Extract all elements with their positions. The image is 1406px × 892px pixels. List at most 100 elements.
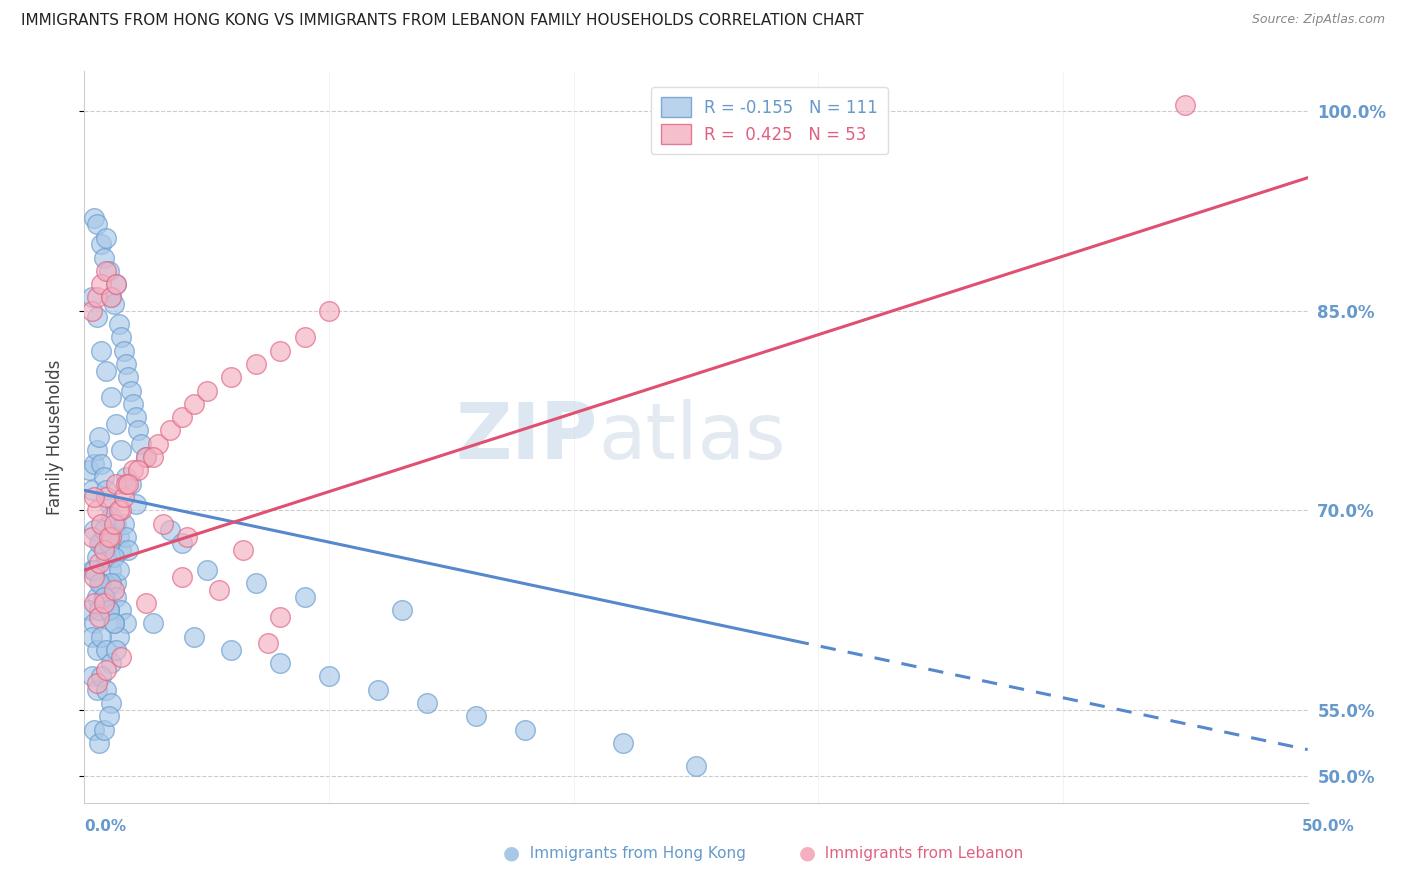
Point xyxy=(96,490,118,504)
Point xyxy=(103,516,125,531)
Point xyxy=(107,630,129,644)
Point xyxy=(87,736,110,750)
Point xyxy=(86,682,108,697)
Point xyxy=(685,758,707,772)
Point xyxy=(416,696,439,710)
Point xyxy=(183,397,205,411)
Point xyxy=(100,290,122,304)
Point xyxy=(93,251,115,265)
Text: Immigrants from Lebanon: Immigrants from Lebanon xyxy=(815,847,1024,861)
Point xyxy=(100,290,122,304)
Point xyxy=(103,523,125,537)
Point xyxy=(103,549,125,564)
Point xyxy=(105,277,128,292)
Point xyxy=(93,590,115,604)
Text: atlas: atlas xyxy=(598,399,786,475)
Point xyxy=(90,343,112,358)
Point xyxy=(103,616,125,631)
Point xyxy=(97,603,120,617)
Point xyxy=(135,450,157,464)
Point xyxy=(172,410,194,425)
Point xyxy=(115,616,138,631)
Point xyxy=(86,590,108,604)
Point xyxy=(391,603,413,617)
Text: Source: ZipAtlas.com: Source: ZipAtlas.com xyxy=(1251,13,1385,27)
Point xyxy=(90,457,112,471)
Point xyxy=(90,516,112,531)
Point xyxy=(1174,97,1197,112)
Point xyxy=(219,643,242,657)
Point xyxy=(83,457,105,471)
Point xyxy=(83,211,105,225)
Point xyxy=(117,543,139,558)
Point xyxy=(80,290,103,304)
Point xyxy=(105,516,128,531)
Text: ●: ● xyxy=(503,843,520,862)
Point xyxy=(245,576,267,591)
Point xyxy=(96,483,118,498)
Point xyxy=(86,549,108,564)
Point xyxy=(90,576,112,591)
Point xyxy=(96,643,118,657)
Point xyxy=(83,570,105,584)
Text: ZIP: ZIP xyxy=(456,399,598,475)
Text: 0.0%: 0.0% xyxy=(84,820,127,834)
Point xyxy=(115,470,138,484)
Point xyxy=(93,543,115,558)
Point xyxy=(105,576,128,591)
Point xyxy=(96,264,118,278)
Point xyxy=(97,536,120,550)
Point xyxy=(83,723,105,737)
Point xyxy=(90,277,112,292)
Text: ●: ● xyxy=(799,843,815,862)
Point xyxy=(80,669,103,683)
Point xyxy=(257,636,280,650)
Point xyxy=(269,656,291,670)
Point xyxy=(464,709,486,723)
Point xyxy=(86,290,108,304)
Point xyxy=(294,330,316,344)
Point xyxy=(86,643,108,657)
Point xyxy=(97,264,120,278)
Text: IMMIGRANTS FROM HONG KONG VS IMMIGRANTS FROM LEBANON FAMILY HOUSEHOLDS CORRELATI: IMMIGRANTS FROM HONG KONG VS IMMIGRANTS … xyxy=(21,13,863,29)
Point xyxy=(80,530,103,544)
Point xyxy=(97,497,120,511)
Point xyxy=(86,310,108,325)
Point xyxy=(115,530,138,544)
Point xyxy=(100,696,122,710)
Point xyxy=(97,530,120,544)
Point xyxy=(80,483,103,498)
Point xyxy=(105,417,128,431)
Point xyxy=(107,530,129,544)
Point xyxy=(93,596,115,610)
Point xyxy=(77,603,100,617)
Point xyxy=(86,676,108,690)
Point xyxy=(612,736,634,750)
Point xyxy=(97,709,120,723)
Point xyxy=(195,384,218,398)
Point xyxy=(269,343,291,358)
Point xyxy=(80,303,103,318)
Point xyxy=(142,616,165,631)
Point xyxy=(87,430,110,444)
Point xyxy=(83,616,105,631)
Point xyxy=(115,357,138,371)
Point xyxy=(90,669,112,683)
Point xyxy=(87,603,110,617)
Point xyxy=(159,523,181,537)
Text: 50.0%: 50.0% xyxy=(1302,820,1355,834)
Point xyxy=(159,424,181,438)
Point xyxy=(122,397,145,411)
Point xyxy=(87,576,110,591)
Point xyxy=(103,297,125,311)
Point xyxy=(117,476,139,491)
Point xyxy=(96,682,118,697)
Point xyxy=(183,630,205,644)
Point xyxy=(513,723,536,737)
Point xyxy=(172,536,194,550)
Point xyxy=(86,443,108,458)
Point xyxy=(135,450,157,464)
Point xyxy=(107,503,129,517)
Point xyxy=(93,590,115,604)
Point xyxy=(90,536,112,550)
